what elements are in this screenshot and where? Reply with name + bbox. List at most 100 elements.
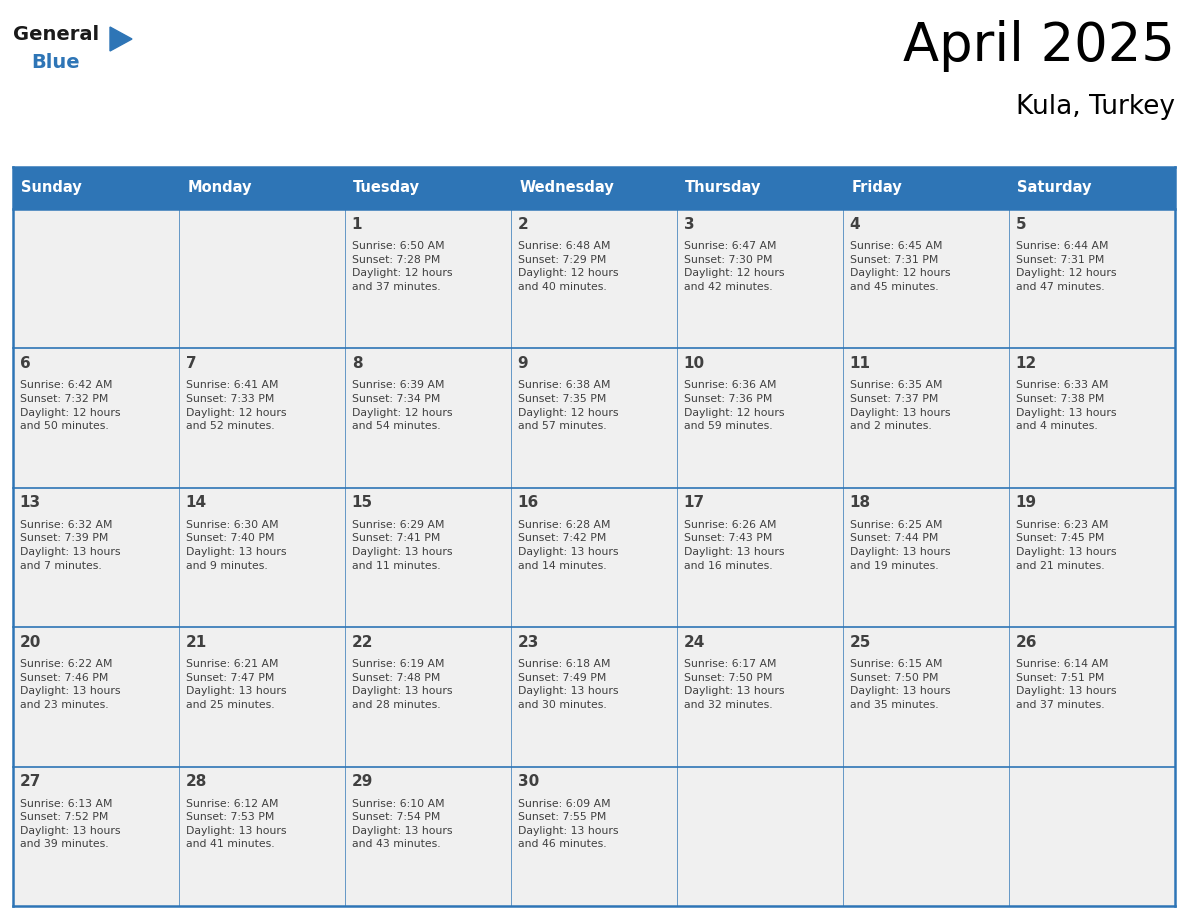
Bar — [179, 487, 345, 627]
Text: April 2025: April 2025 — [903, 20, 1175, 72]
Text: 22: 22 — [352, 635, 373, 650]
Text: Monday: Monday — [188, 181, 252, 196]
Text: Wednesday: Wednesday — [519, 181, 614, 196]
Text: Sunrise: 6:36 AM
Sunset: 7:36 PM
Daylight: 12 hours
and 59 minutes.: Sunrise: 6:36 AM Sunset: 7:36 PM Dayligh… — [683, 380, 784, 431]
Text: Saturday: Saturday — [1017, 181, 1092, 196]
Text: Sunrise: 6:32 AM
Sunset: 7:39 PM
Daylight: 13 hours
and 7 minutes.: Sunrise: 6:32 AM Sunset: 7:39 PM Dayligh… — [20, 520, 120, 571]
Text: Sunrise: 6:14 AM
Sunset: 7:51 PM
Daylight: 13 hours
and 37 minutes.: Sunrise: 6:14 AM Sunset: 7:51 PM Dayligh… — [1016, 659, 1117, 710]
Text: 19: 19 — [1016, 496, 1037, 510]
Text: Sunrise: 6:29 AM
Sunset: 7:41 PM
Daylight: 13 hours
and 11 minutes.: Sunrise: 6:29 AM Sunset: 7:41 PM Dayligh… — [352, 520, 453, 571]
Text: 3: 3 — [683, 217, 694, 231]
Bar — [179, 767, 345, 906]
Bar — [843, 767, 1009, 906]
Text: Sunrise: 6:39 AM
Sunset: 7:34 PM
Daylight: 12 hours
and 54 minutes.: Sunrise: 6:39 AM Sunset: 7:34 PM Dayligh… — [352, 380, 453, 431]
Text: 24: 24 — [683, 635, 704, 650]
Text: Sunrise: 6:35 AM
Sunset: 7:37 PM
Daylight: 13 hours
and 2 minutes.: Sunrise: 6:35 AM Sunset: 7:37 PM Dayligh… — [849, 380, 950, 431]
Text: 10: 10 — [683, 356, 704, 371]
Text: Kula, Turkey: Kula, Turkey — [1016, 94, 1175, 120]
Text: Blue: Blue — [31, 53, 80, 72]
Bar — [13, 487, 179, 627]
Bar — [13, 349, 179, 487]
Text: Sunrise: 6:28 AM
Sunset: 7:42 PM
Daylight: 13 hours
and 14 minutes.: Sunrise: 6:28 AM Sunset: 7:42 PM Dayligh… — [518, 520, 618, 571]
Bar — [1009, 167, 1175, 209]
Bar — [677, 487, 843, 627]
Bar — [1009, 487, 1175, 627]
Bar — [345, 767, 511, 906]
Bar — [511, 487, 677, 627]
Text: 23: 23 — [518, 635, 539, 650]
Text: Sunrise: 6:48 AM
Sunset: 7:29 PM
Daylight: 12 hours
and 40 minutes.: Sunrise: 6:48 AM Sunset: 7:29 PM Dayligh… — [518, 241, 618, 292]
Bar — [179, 627, 345, 767]
Text: Sunrise: 6:41 AM
Sunset: 7:33 PM
Daylight: 12 hours
and 52 minutes.: Sunrise: 6:41 AM Sunset: 7:33 PM Dayligh… — [185, 380, 286, 431]
Bar — [179, 209, 345, 349]
Bar — [345, 349, 511, 487]
Bar — [1009, 767, 1175, 906]
Text: Sunrise: 6:10 AM
Sunset: 7:54 PM
Daylight: 13 hours
and 43 minutes.: Sunrise: 6:10 AM Sunset: 7:54 PM Dayligh… — [352, 799, 453, 849]
Text: Sunrise: 6:15 AM
Sunset: 7:50 PM
Daylight: 13 hours
and 35 minutes.: Sunrise: 6:15 AM Sunset: 7:50 PM Dayligh… — [849, 659, 950, 710]
Text: Sunrise: 6:42 AM
Sunset: 7:32 PM
Daylight: 12 hours
and 50 minutes.: Sunrise: 6:42 AM Sunset: 7:32 PM Dayligh… — [20, 380, 120, 431]
Bar — [843, 209, 1009, 349]
Text: 4: 4 — [849, 217, 860, 231]
Text: Sunrise: 6:18 AM
Sunset: 7:49 PM
Daylight: 13 hours
and 30 minutes.: Sunrise: 6:18 AM Sunset: 7:49 PM Dayligh… — [518, 659, 618, 710]
Bar — [13, 209, 179, 349]
Text: 15: 15 — [352, 496, 373, 510]
Bar — [511, 167, 677, 209]
Text: 17: 17 — [683, 496, 704, 510]
Bar — [511, 209, 677, 349]
Text: Sunrise: 6:12 AM
Sunset: 7:53 PM
Daylight: 13 hours
and 41 minutes.: Sunrise: 6:12 AM Sunset: 7:53 PM Dayligh… — [185, 799, 286, 849]
Bar — [843, 167, 1009, 209]
Text: Sunrise: 6:47 AM
Sunset: 7:30 PM
Daylight: 12 hours
and 42 minutes.: Sunrise: 6:47 AM Sunset: 7:30 PM Dayligh… — [683, 241, 784, 292]
Text: Tuesday: Tuesday — [353, 181, 421, 196]
Text: 1: 1 — [352, 217, 362, 231]
Bar — [511, 767, 677, 906]
Bar — [179, 349, 345, 487]
Text: Sunrise: 6:25 AM
Sunset: 7:44 PM
Daylight: 13 hours
and 19 minutes.: Sunrise: 6:25 AM Sunset: 7:44 PM Dayligh… — [849, 520, 950, 571]
Text: 18: 18 — [849, 496, 871, 510]
Bar — [345, 627, 511, 767]
Text: Sunrise: 6:44 AM
Sunset: 7:31 PM
Daylight: 12 hours
and 47 minutes.: Sunrise: 6:44 AM Sunset: 7:31 PM Dayligh… — [1016, 241, 1117, 292]
Text: Sunrise: 6:09 AM
Sunset: 7:55 PM
Daylight: 13 hours
and 46 minutes.: Sunrise: 6:09 AM Sunset: 7:55 PM Dayligh… — [518, 799, 618, 849]
Bar — [677, 167, 843, 209]
Text: 20: 20 — [20, 635, 42, 650]
Text: Sunrise: 6:17 AM
Sunset: 7:50 PM
Daylight: 13 hours
and 32 minutes.: Sunrise: 6:17 AM Sunset: 7:50 PM Dayligh… — [683, 659, 784, 710]
Bar — [345, 487, 511, 627]
Text: Sunrise: 6:22 AM
Sunset: 7:46 PM
Daylight: 13 hours
and 23 minutes.: Sunrise: 6:22 AM Sunset: 7:46 PM Dayligh… — [20, 659, 120, 710]
Bar — [843, 349, 1009, 487]
Text: 2: 2 — [518, 217, 529, 231]
Text: 28: 28 — [185, 774, 207, 789]
Text: 30: 30 — [518, 774, 539, 789]
Bar — [179, 167, 345, 209]
Text: 6: 6 — [20, 356, 31, 371]
Text: 8: 8 — [352, 356, 362, 371]
Bar — [13, 627, 179, 767]
Text: Sunrise: 6:23 AM
Sunset: 7:45 PM
Daylight: 13 hours
and 21 minutes.: Sunrise: 6:23 AM Sunset: 7:45 PM Dayligh… — [1016, 520, 1117, 571]
Text: Sunrise: 6:38 AM
Sunset: 7:35 PM
Daylight: 12 hours
and 57 minutes.: Sunrise: 6:38 AM Sunset: 7:35 PM Dayligh… — [518, 380, 618, 431]
Text: Sunrise: 6:19 AM
Sunset: 7:48 PM
Daylight: 13 hours
and 28 minutes.: Sunrise: 6:19 AM Sunset: 7:48 PM Dayligh… — [352, 659, 453, 710]
Text: 7: 7 — [185, 356, 196, 371]
Text: 5: 5 — [1016, 217, 1026, 231]
Text: Sunrise: 6:21 AM
Sunset: 7:47 PM
Daylight: 13 hours
and 25 minutes.: Sunrise: 6:21 AM Sunset: 7:47 PM Dayligh… — [185, 659, 286, 710]
Text: Sunrise: 6:13 AM
Sunset: 7:52 PM
Daylight: 13 hours
and 39 minutes.: Sunrise: 6:13 AM Sunset: 7:52 PM Dayligh… — [20, 799, 120, 849]
Bar — [1009, 209, 1175, 349]
Text: 26: 26 — [1016, 635, 1037, 650]
Bar — [1009, 627, 1175, 767]
Text: 25: 25 — [849, 635, 871, 650]
Polygon shape — [110, 27, 132, 51]
Text: Sunrise: 6:26 AM
Sunset: 7:43 PM
Daylight: 13 hours
and 16 minutes.: Sunrise: 6:26 AM Sunset: 7:43 PM Dayligh… — [683, 520, 784, 571]
Text: Sunday: Sunday — [21, 181, 82, 196]
Text: 27: 27 — [20, 774, 42, 789]
Bar — [677, 627, 843, 767]
Text: 16: 16 — [518, 496, 539, 510]
Bar — [511, 627, 677, 767]
Bar — [843, 627, 1009, 767]
Text: 29: 29 — [352, 774, 373, 789]
Text: 12: 12 — [1016, 356, 1037, 371]
Bar — [1009, 349, 1175, 487]
Bar — [345, 209, 511, 349]
Text: Sunrise: 6:50 AM
Sunset: 7:28 PM
Daylight: 12 hours
and 37 minutes.: Sunrise: 6:50 AM Sunset: 7:28 PM Dayligh… — [352, 241, 453, 292]
Text: 11: 11 — [849, 356, 871, 371]
Bar — [677, 209, 843, 349]
Text: 21: 21 — [185, 635, 207, 650]
Bar — [843, 487, 1009, 627]
Text: Sunrise: 6:30 AM
Sunset: 7:40 PM
Daylight: 13 hours
and 9 minutes.: Sunrise: 6:30 AM Sunset: 7:40 PM Dayligh… — [185, 520, 286, 571]
